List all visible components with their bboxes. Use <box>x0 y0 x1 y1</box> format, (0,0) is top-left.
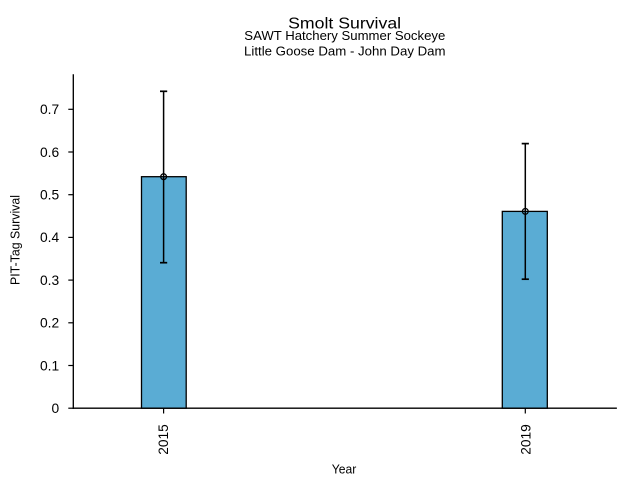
svg-text:0.5: 0.5 <box>40 188 60 203</box>
svg-text:2015: 2015 <box>156 424 171 455</box>
svg-text:0.2: 0.2 <box>40 316 59 331</box>
svg-text:PIT-Tag Survival: PIT-Tag Survival <box>9 195 23 285</box>
svg-text:0.7: 0.7 <box>40 102 59 117</box>
svg-text:0.1: 0.1 <box>40 358 59 373</box>
svg-text:2019: 2019 <box>518 424 533 455</box>
svg-text:0: 0 <box>52 401 60 416</box>
svg-text:0.4: 0.4 <box>40 230 60 245</box>
svg-text:SAWT Hatchery Summer Sockeye: SAWT Hatchery Summer Sockeye <box>244 28 445 43</box>
svg-text:Year: Year <box>332 463 357 477</box>
svg-text:Little Goose Dam - John Day Da: Little Goose Dam - John Day Dam <box>244 43 446 58</box>
svg-text:0.6: 0.6 <box>40 145 60 160</box>
svg-text:Smolt Survival: Smolt Survival <box>288 15 401 32</box>
svg-text:0.3: 0.3 <box>40 273 60 288</box>
